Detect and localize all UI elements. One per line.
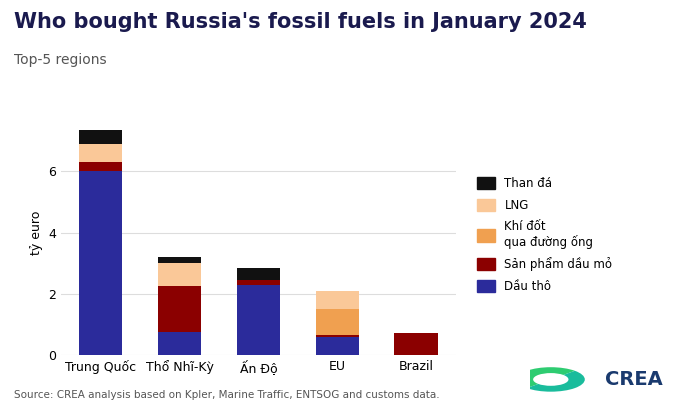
Wedge shape [517,367,575,388]
Text: Who bought Russia's fossil fuels in January 2024: Who bought Russia's fossil fuels in Janu… [14,12,586,32]
Bar [316,309,359,335]
Bar [316,335,359,337]
Bar [79,144,122,162]
Bar [316,337,359,355]
Text: CREA: CREA [605,370,663,389]
Bar [316,290,359,309]
Text: Source: CREA analysis based on Kpler, Marine Traffic, ENTSOG and customs data.: Source: CREA analysis based on Kpler, Ma… [14,390,439,400]
Bar [158,263,201,286]
Y-axis label: tỷ euro: tỷ euro [30,211,43,255]
Bar [237,280,280,285]
Bar [237,268,280,280]
Bar [394,333,438,355]
Bar [79,162,122,171]
Bar [79,130,122,144]
Text: Top-5 regions: Top-5 regions [14,53,106,67]
Bar [158,332,201,355]
Bar [158,257,201,263]
Bar [237,285,280,355]
Bar [158,286,201,332]
Bar [79,171,122,355]
Legend: Than đá, LNG, Khí đốt
qua đường ống, Sản phẩm dầu mỏ, Dầu thô: Than đá, LNG, Khí đốt qua đường ống, Sản… [477,177,613,293]
Wedge shape [527,371,585,392]
